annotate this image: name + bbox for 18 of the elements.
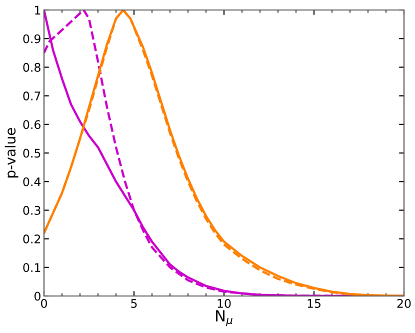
- y-tick-label: 0.6: [23, 120, 40, 130]
- x-tick-label: 10: [218, 298, 231, 308]
- x-axis-title: N$_{μ}$: [216, 310, 232, 326]
- y-axis-title: p-value: [4, 128, 18, 178]
- y-tick-label: 0.4: [23, 177, 41, 186]
- y-tick-label: 0.8: [23, 62, 40, 72]
- y-tick-label: 0.5: [23, 148, 40, 158]
- y-tick-label: 0.3: [23, 206, 40, 215]
- y-tick-label: 0.1: [23, 263, 40, 272]
- x-tick-label: 0: [41, 298, 47, 308]
- y-tick-label: 1: [35, 6, 40, 14]
- y-tick-label: 0.7: [23, 92, 40, 100]
- y-tick-label: 0: [34, 292, 40, 301]
- y-tick-label: 0.2: [23, 234, 40, 244]
- y-tick-label: 0.9: [23, 34, 40, 44]
- x-tick-label: 5: [131, 299, 137, 308]
- x-tick-label: 15: [308, 299, 320, 308]
- x-tick-label: 20: [397, 298, 411, 308]
